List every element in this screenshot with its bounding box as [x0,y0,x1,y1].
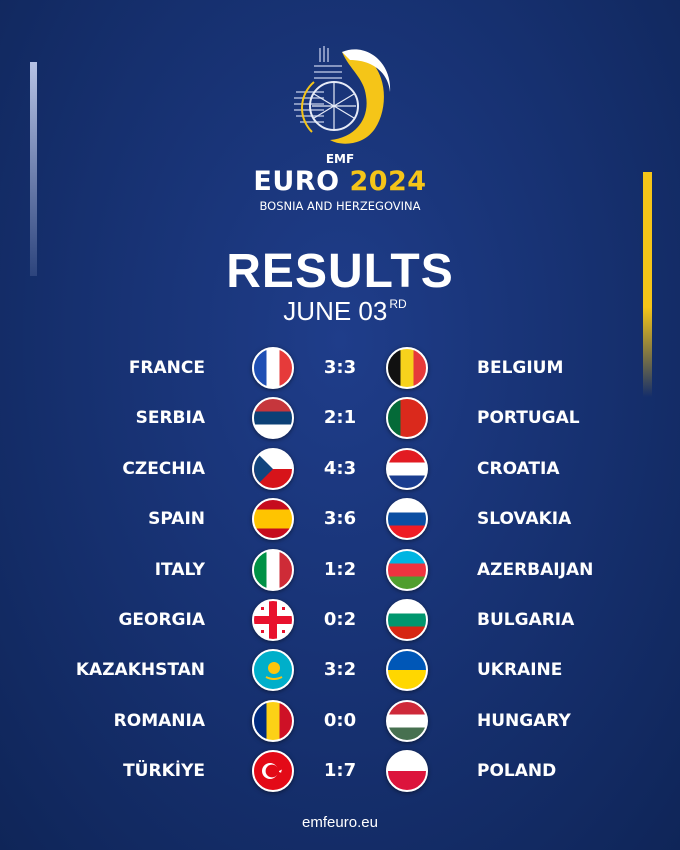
match-row: TÜRKİYE 1:7 POLAND [0,749,680,793]
home-flag-icon [252,548,294,591]
match-score: 3:3 [323,357,357,378]
decorative-bar-right [643,172,652,397]
away-flag-icon [386,447,428,490]
match-row: ROMANIA 0:0 HUNGARY [0,699,680,743]
home-flag-icon [252,599,294,641]
match-row: SPAIN 3:6 SLOVAKIA [0,497,680,541]
away-flag-icon [386,548,428,591]
match-row: SERBIA 2:1 PORTUGAL [0,396,680,440]
event-year: 2024 [349,166,427,197]
away-flag-icon [386,599,428,641]
match-score: 1:2 [323,558,357,580]
emf-euro-logo [294,46,391,144]
away-team: CROATIA [477,458,560,479]
home-team: GEORGIA [118,610,205,630]
away-flag-icon [386,750,428,793]
away-flag-icon [386,699,428,742]
away-team: AZERBAIJAN [477,559,594,580]
match-score: 1:7 [323,760,357,782]
away-team: SLOVAKIA [477,509,572,530]
event-name: EURO [253,166,340,197]
page-title: RESULTS [226,245,454,298]
home-team: CZECHIA [122,458,205,479]
website-url[interactable]: emfeuro.eu [302,814,378,831]
org-label: EMF [325,152,355,166]
home-team: FRANCE [128,358,205,378]
match-row: CZECHIA 4:3 CROATIA [0,447,680,491]
match-date: JUNE 03 RD [0,296,680,327]
match-score: 4:3 [323,457,357,479]
match-score: 2:1 [323,407,357,429]
away-flag-icon [386,347,428,389]
match-score: 0:0 [323,709,357,731]
home-team: KAZAKHSTAN [75,660,205,681]
away-team: BELGIUM [477,358,564,378]
home-flag-icon [252,498,294,541]
away-team: HUNGARY [477,710,571,731]
home-flag-icon [252,347,294,389]
match-row: GEORGIA 0:2 BULGARIA [0,598,680,642]
home-team: ROMANIA [113,710,205,731]
away-team: PORTUGAL [477,408,580,429]
match-row: ITALY 1:2 AZERBAIJAN [0,548,680,592]
match-score: 3:2 [323,659,357,681]
home-flag-icon [252,750,294,793]
home-flag-icon [252,397,294,440]
match-row: FRANCE 3:3 BELGIUM [0,346,680,390]
decorative-bar-left [30,62,37,276]
away-flag-icon [386,397,428,440]
match-row: KAZAKHSTAN 3:2 UKRAINE [0,648,680,692]
date-suffix: RD [389,297,407,311]
date-text: JUNE 03 [283,296,388,326]
home-flag-icon [252,649,294,692]
away-team: BULGARIA [477,610,575,630]
away-team: UKRAINE [477,660,563,681]
away-team: POLAND [477,761,557,782]
home-flag-icon [252,447,294,490]
home-team: SERBIA [135,408,205,429]
home-team: ITALY [154,559,205,580]
event-title: EURO 2024 [0,166,680,197]
home-team: TÜRKİYE [123,761,205,782]
home-flag-icon [252,699,294,742]
host-country: BOSNIA AND HERZEGOVINA [259,199,421,213]
match-score: 3:6 [323,508,357,530]
away-flag-icon [386,649,428,692]
match-score: 0:2 [323,609,357,630]
home-team: SPAIN [148,509,205,530]
away-flag-icon [386,498,428,541]
